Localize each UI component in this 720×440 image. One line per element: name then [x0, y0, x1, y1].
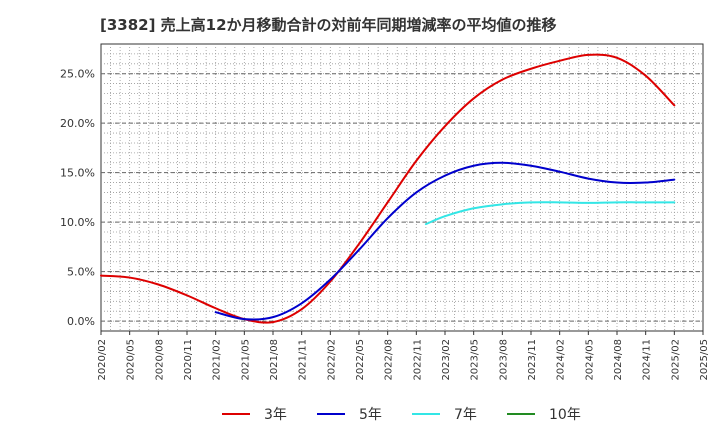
y-axis: 0.0% 5.0% 10.0% 15.0% 20.0% 25.0% [60, 68, 95, 328]
legend-label: 3年 [264, 407, 287, 423]
y-tick-label: 10.0% [60, 216, 95, 229]
legend-label: 7年 [454, 407, 477, 423]
x-tick-label: 2021/05 [240, 339, 251, 381]
x-axis: 2020/02 2020/05 2020/08 2020/11 2021/02 2021/… [97, 331, 710, 381]
series-line-3 [424, 201, 676, 226]
x-tick-label: 2021/08 [269, 339, 280, 381]
x-tick-label: 2024/02 [556, 339, 567, 381]
x-tick-label: 2022/11 [412, 339, 423, 381]
plot-area [100, 43, 704, 332]
x-tick-label: 2023/05 [470, 339, 481, 381]
x-tick-label: 2020/08 [154, 339, 165, 381]
x-tick-label: 2025/02 [670, 339, 681, 381]
series-line-2 [214, 161, 676, 321]
x-tick-label: 2024/08 [613, 339, 624, 381]
x-tick-label: 2025/05 [699, 339, 710, 381]
x-tick-label: 2022/02 [326, 339, 337, 381]
grid [101, 44, 703, 331]
x-tick-label: 2021/11 [298, 339, 309, 381]
y-tick-label: 25.0% [60, 68, 95, 81]
x-tick-label: 2020/05 [126, 339, 137, 381]
x-tick-label: 2024/05 [584, 339, 595, 381]
x-tick-label: 2023/11 [527, 339, 538, 381]
legend: 3年 5年 7年 10年 [222, 407, 581, 423]
series-lines [100, 53, 676, 324]
x-tick-label: 2020/02 [97, 339, 108, 381]
y-tick-label: 5.0% [67, 266, 95, 279]
chart-title: [3382] 売上高12か月移動合計の対前年同期増減率の平均値の推移 [100, 16, 557, 34]
x-tick-label: 2023/08 [498, 339, 509, 381]
x-tick-label: 2020/11 [183, 339, 194, 381]
series-line-1 [100, 53, 676, 324]
x-tick-label: 2021/02 [212, 339, 223, 381]
legend-label: 5年 [359, 407, 382, 423]
y-tick-label: 0.0% [67, 315, 95, 328]
x-tick-label: 2023/02 [441, 339, 452, 381]
x-tick-label: 2024/11 [642, 339, 653, 381]
x-tick-label: 2022/08 [384, 339, 395, 381]
y-tick-label: 20.0% [60, 117, 95, 130]
x-tick-label: 2022/05 [355, 339, 366, 381]
legend-label: 10年 [549, 407, 581, 423]
y-tick-label: 15.0% [60, 167, 95, 180]
